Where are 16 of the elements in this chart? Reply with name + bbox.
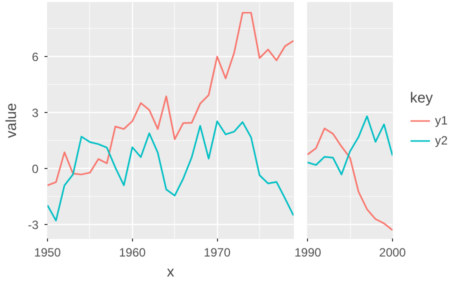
x-tick-label: 1950: [34, 246, 62, 260]
x-tick-label: 1970: [204, 246, 231, 260]
x-tick-label: 2000: [379, 246, 406, 260]
y-tick-label: 6: [32, 50, 39, 64]
x-tick-label: 1990: [294, 246, 322, 260]
y-axis-title: value: [4, 102, 20, 138]
legend-title: key: [410, 90, 434, 106]
x-tick-label: 1960: [118, 246, 146, 260]
line-series: [48, 120, 294, 222]
y-tick-label: -3: [28, 218, 39, 232]
line-series: [48, 12, 294, 186]
legend-label: y1: [435, 114, 449, 128]
y-tick-label: 3: [32, 106, 39, 120]
y-tick-label: 0: [32, 162, 39, 176]
legend-label: y2: [435, 134, 449, 148]
x-axis-title: x: [166, 264, 175, 280]
